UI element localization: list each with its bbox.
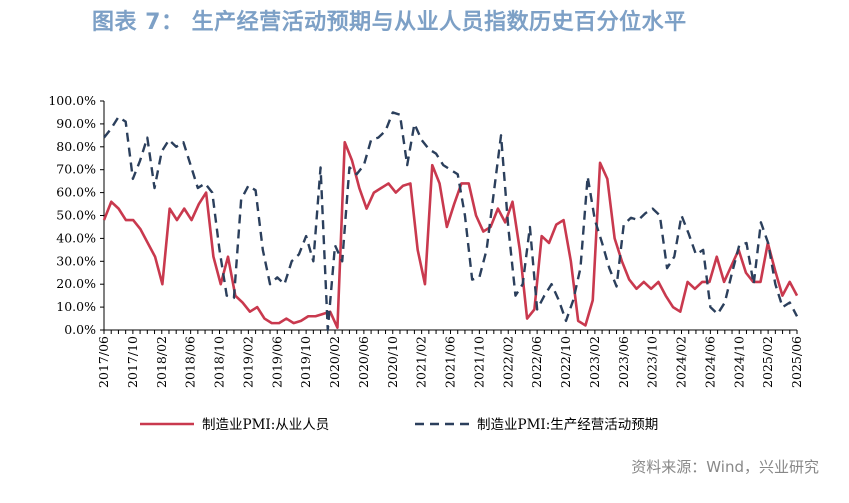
x-tick-label: 2021/06 [443,336,458,388]
x-tick-label: 2021/02 [414,336,429,388]
y-tick-label: 10.0% [56,299,96,314]
x-tick-label: 2023/02 [587,336,602,388]
series-employment-line [102,140,799,330]
chart-title: 图表 7： 生产经营活动预期与从业人员指数历史百分位水平 [92,10,687,35]
x-tick-label: 2017/10 [125,336,140,388]
y-tick-label: 0.0% [64,322,96,337]
x-tick-label: 2025/06 [789,336,804,388]
legend: 制造业PMI:从业人员 制造业PMI:生产经营活动预期 [140,417,658,433]
axes [100,100,798,334]
x-tick-label: 2018/06 [183,336,198,388]
x-tick-label: 2022/10 [558,336,573,388]
x-tick-label: 2020/10 [385,336,400,388]
x-tick-label: 2024/02 [674,336,689,388]
y-tick-label: 80.0% [56,139,96,154]
y-tick-label: 30.0% [56,253,96,268]
x-tick-label: 2018/10 [212,336,227,388]
x-tick-label: 2023/06 [616,336,631,388]
x-tick-label: 2025/02 [760,336,775,388]
x-tick-labels: 2017/06 2017/10 2018/02 2018/06 2018/10 2019/… [96,336,804,388]
legend-label-employment: 制造业PMI:从业人员 [202,417,329,433]
series-lines [102,111,799,332]
x-tick-label: 2020/06 [356,336,371,388]
x-tick-label: 2023/10 [645,336,660,388]
y-tick-label: 40.0% [56,230,96,245]
x-tick-label: 2019/02 [240,336,255,388]
x-tick-label: 2017/06 [96,336,111,388]
series-expectation-line [103,111,799,332]
x-tick-label: 2018/02 [154,336,169,388]
x-tick-label: 2020/02 [327,336,342,388]
x-tick-label: 2019/06 [269,336,284,388]
x-tick-label: 2022/02 [500,336,515,388]
x-tick-label: 2022/06 [529,336,544,388]
y-tick-label: 60.0% [56,185,96,200]
x-tick-label: 2024/06 [702,336,717,388]
y-tick-label: 90.0% [56,116,96,131]
y-tick-labels: 0.0% 10.0% 20.0% 30.0% 40.0% 50.0% 60.0% 70.0% 8… [48,93,96,337]
legend-label-expectation: 制造业PMI:生产经营活动预期 [477,417,658,433]
x-tick-label: 2024/10 [731,336,746,388]
x-tick-label: 2019/10 [298,336,313,388]
y-tick-label: 20.0% [56,276,96,291]
x-tick-label: 2021/10 [471,336,486,388]
y-tick-label: 100.0% [48,93,96,108]
y-tick-label: 70.0% [56,162,96,177]
source-note: 资料来源：Wind，兴业研究 [631,458,819,476]
y-tick-label: 50.0% [56,208,96,223]
